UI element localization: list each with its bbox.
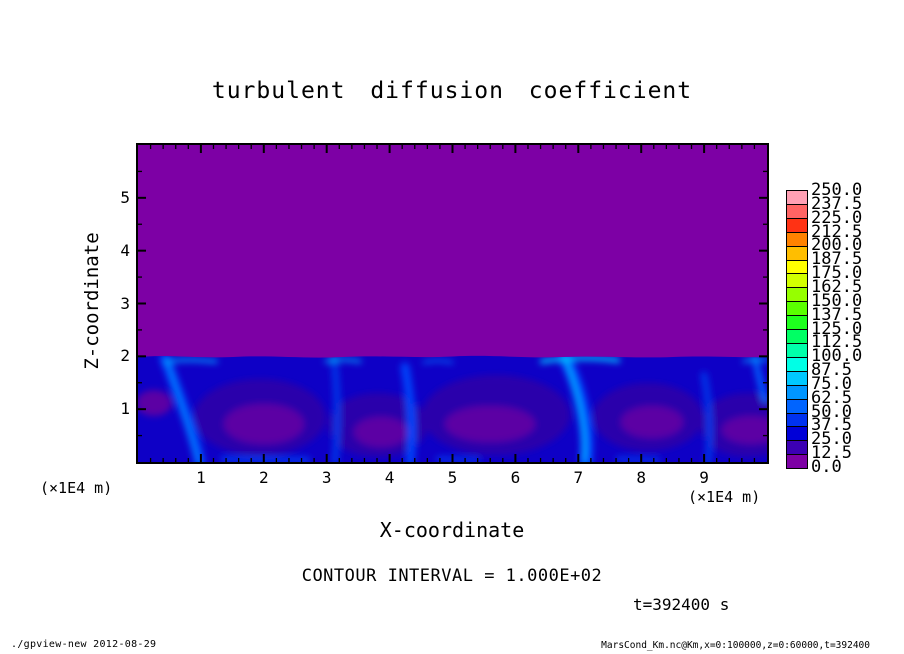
colorbar-swatch: [787, 371, 807, 386]
x-tick-label: 3: [321, 468, 332, 487]
plot-title: turbulent diffusion coefficient: [211, 78, 693, 104]
colorbar-level-label: 150.0: [811, 290, 863, 311]
colorbar-level-label: 237.5: [811, 193, 863, 214]
colorbar-swatch: [787, 357, 807, 372]
colorbar-swatch: [787, 218, 807, 233]
x-tick-label: 4: [384, 468, 395, 487]
x-tick-label: 9: [699, 468, 709, 487]
colorbar-swatch: [787, 274, 807, 289]
footer-file-info: MarsCond_Km.nc@Km,x=0:100000,z=0:60000,t…: [601, 640, 870, 651]
y-tick-label: 3: [120, 293, 130, 313]
colorbar-level-label: 212.5: [811, 221, 863, 242]
colorbar-level-label: 187.5: [811, 249, 863, 270]
colorbar-level-label: 137.5: [811, 304, 863, 325]
colorbar-swatch: [787, 232, 807, 247]
turbulent-layer: [138, 355, 767, 462]
y-tick-label: 2: [120, 346, 130, 366]
colorbar-level-label: 75.0: [811, 373, 852, 394]
colorbar: [786, 190, 808, 469]
colorbar-level-label: 62.5: [811, 387, 852, 408]
x-tick-label: 7: [573, 468, 584, 487]
footer-command: ./gpview-new 2012-08-29: [11, 639, 157, 650]
colorbar-swatch: [787, 343, 807, 358]
colorbar-swatch: [787, 288, 807, 303]
x-tick-label: 5: [447, 468, 458, 487]
colorbar-swatch: [787, 302, 807, 317]
colorbar-level-label: 50.0: [811, 401, 852, 422]
y-tick-label: 5: [120, 187, 130, 207]
y-tick-label: 1: [120, 399, 130, 419]
x-tick-label: 8: [636, 468, 646, 487]
colorbar-swatch: [787, 260, 807, 275]
colorbar-swatch: [787, 204, 807, 219]
heatmap-field: [138, 145, 767, 462]
colorbar-level-label: 125.0: [811, 318, 863, 339]
y-tick-label: 4: [120, 240, 130, 260]
axis-ticks: [138, 145, 767, 462]
x-tick-label: 1: [196, 468, 206, 487]
colorbar-level-label: 37.5: [811, 415, 852, 436]
colorbar-swatch: [787, 441, 807, 456]
colorbar-level-label: 162.5: [811, 276, 863, 297]
colorbar-level-label: 0.0: [811, 457, 842, 477]
colorbar-level-label: 250.0: [811, 180, 863, 200]
colorbar-swatch: [787, 399, 807, 414]
colorbar-level-label: 175.0: [811, 263, 863, 284]
colorbar-level-label: 225.0: [811, 207, 863, 228]
colorbar-swatch: [787, 427, 807, 442]
x-axis-units: (×1E4 m): [688, 488, 761, 506]
colorbar-swatch: [787, 316, 807, 331]
time-annotation: t=392400 s: [633, 595, 730, 614]
colorbar-swatch: [787, 413, 807, 428]
colorbar-level-label: 112.5: [811, 332, 863, 353]
plot-area: [136, 143, 769, 464]
colorbar-swatch: [787, 330, 807, 344]
colorbar-swatch: [787, 385, 807, 400]
colorbar-level-label: 12.5: [811, 443, 852, 464]
colorbar-level-label: 200.0: [811, 235, 863, 256]
y-axis-units: (×1E4 m): [40, 479, 113, 497]
x-tick-label: 2: [258, 468, 269, 487]
x-tick-label: 6: [510, 468, 521, 487]
colorbar-level-label: 87.5: [811, 360, 852, 381]
colorbar-swatch: [787, 246, 807, 261]
colorbar-swatch: [787, 455, 807, 469]
contour-interval-note: CONTOUR INTERVAL = 1.000E+02: [301, 566, 603, 586]
colorbar-level-label: 25.0: [811, 429, 852, 450]
colorbar-swatch: [787, 191, 807, 205]
x-axis-title: X-coordinate: [379, 518, 525, 542]
colorbar-level-label: 100.0: [811, 346, 863, 367]
